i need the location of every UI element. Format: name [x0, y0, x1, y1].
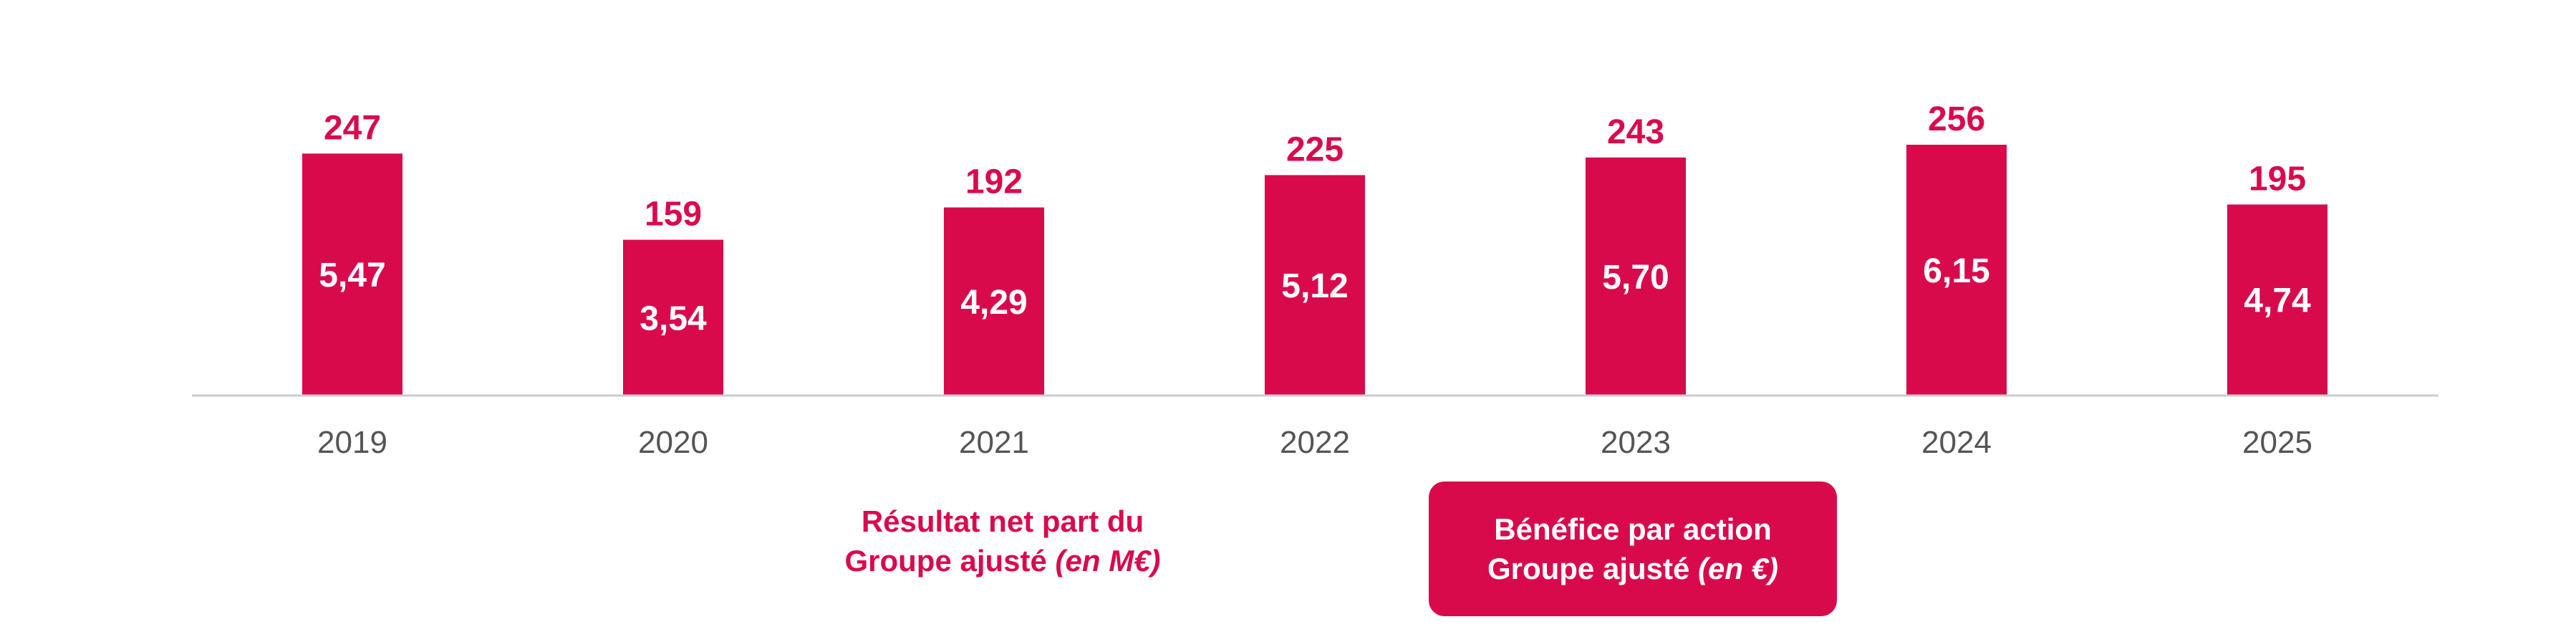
- bar-eps-label-2021: 4,29: [960, 284, 1027, 322]
- legend-net-income-line2-main: Groupe ajusté: [844, 544, 1056, 578]
- bar-value-label-2022: 225: [1286, 130, 1344, 168]
- bar-2020: [623, 239, 723, 396]
- x-tick-label-2024: 2024: [1921, 425, 1992, 460]
- bar-value-label-2021: 192: [965, 163, 1023, 201]
- bar-value-label-2020: 159: [645, 196, 702, 234]
- x-tick-label-2022: 2022: [1280, 425, 1350, 460]
- bar-2025: [2227, 204, 2327, 396]
- x-tick-label-2025: 2025: [2242, 425, 2312, 460]
- bar-eps-label-2024: 6,15: [1923, 252, 1989, 290]
- bar-eps-label-2019: 5,47: [319, 257, 385, 294]
- legend-eps-line1: Bénéfice par action: [1494, 512, 1772, 546]
- bar-value-label-2025: 195: [2249, 160, 2306, 198]
- x-tick-label-2023: 2023: [1601, 425, 1671, 460]
- legend-eps-line2-main: Groupe ajusté: [1487, 552, 1699, 585]
- legend-eps-line2: Groupe ajusté (en €): [1487, 549, 1778, 588]
- x-tick-label-2021: 2021: [959, 425, 1029, 460]
- bar-eps-label-2020: 3,54: [640, 300, 707, 337]
- bar-eps-label-2023: 5,70: [1602, 259, 1669, 297]
- legend-net-income-unit: (en M€): [1055, 544, 1161, 578]
- legend-eps-unit: (en €): [1698, 552, 1779, 585]
- bar-2019: [302, 153, 402, 396]
- bar-2022: [1265, 175, 1365, 396]
- legend-eps: Bénéfice par action Groupe ajusté (en €): [1429, 482, 1837, 616]
- x-tick-label-2020: 2020: [638, 425, 708, 460]
- legend-net-income-line1: Résultat net part du: [861, 504, 1144, 538]
- bar-2024: [1906, 145, 2007, 396]
- bars-group: 247 5,47 159 3,54 192 4,29 225 5,12 243 5,70 256 6,…: [302, 100, 2327, 396]
- x-tick-label-2019: 2019: [317, 425, 387, 460]
- bar-value-label-2023: 243: [1607, 113, 1664, 151]
- x-tick-labels: 2019 2020 2021 2022 2023 2024 2025: [317, 425, 2312, 460]
- bar-eps-label-2025: 4,74: [2244, 282, 2311, 320]
- bar-2021: [944, 207, 1044, 396]
- bar-value-label-2024: 256: [1928, 100, 1985, 138]
- bar-value-label-2019: 247: [324, 109, 381, 147]
- legend-net-income: Résultat net part du Groupe ajusté (en M…: [773, 502, 1232, 580]
- legend-net-income-line2: Groupe ajusté (en M€): [773, 541, 1232, 580]
- bar-eps-label-2022: 5,12: [1281, 267, 1348, 305]
- bar-2023: [1586, 157, 1686, 396]
